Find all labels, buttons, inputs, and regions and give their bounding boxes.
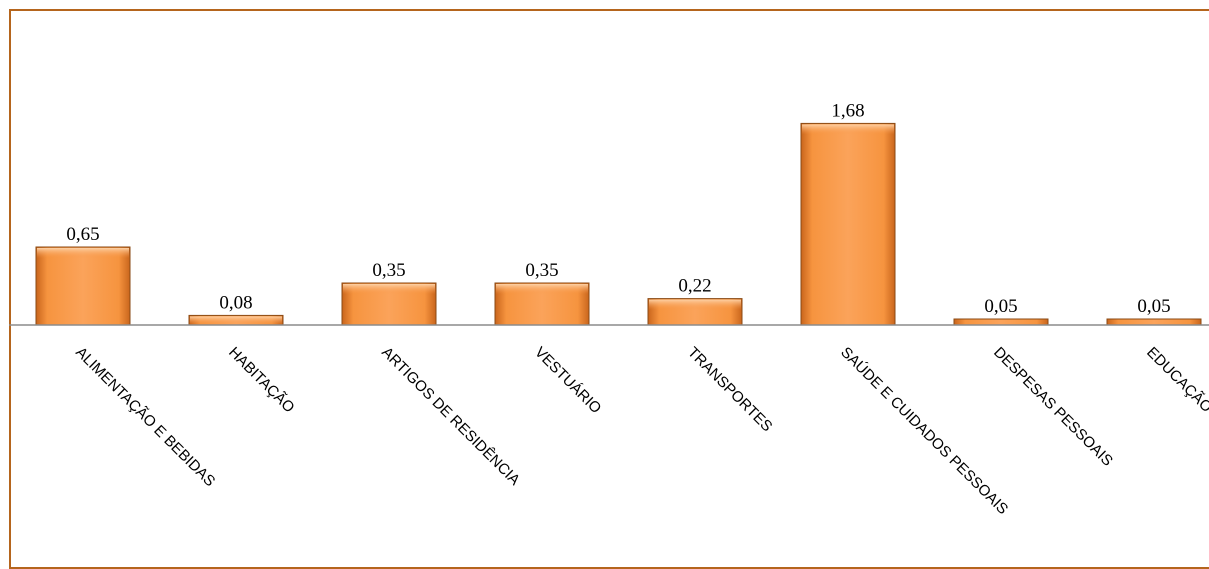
bar-rect bbox=[953, 318, 1049, 326]
category-label-6: DESPESAS PESSOAIS bbox=[990, 344, 1116, 470]
bar-bevel bbox=[496, 284, 588, 294]
bar-5 bbox=[800, 122, 896, 326]
category-labels-layer: ALIMENTAÇÃO E BEBIDAS HABITAÇÃO ARTIGOS DE… bbox=[72, 344, 1209, 518]
value-label-3: 0,35 bbox=[525, 260, 558, 281]
bar-rect bbox=[1106, 318, 1202, 326]
value-label-5: 1,68 bbox=[831, 100, 864, 121]
value-label-4: 0,22 bbox=[678, 276, 711, 297]
category-label-3: VESTUÁRIO bbox=[531, 344, 604, 417]
bar-rect bbox=[35, 246, 131, 326]
value-label-2: 0,35 bbox=[372, 260, 405, 281]
bars-layer bbox=[35, 122, 1202, 326]
value-labels-layer: 0,65 0,08 0,35 0,35 0,22 1,68 0,05 0,05 bbox=[66, 100, 1170, 317]
category-label-4: TRANSPORTES bbox=[684, 344, 775, 435]
bar-rect bbox=[800, 122, 896, 326]
bar-bevel bbox=[649, 299, 741, 310]
bar-bevel bbox=[37, 248, 129, 258]
bar-7 bbox=[1106, 318, 1202, 326]
category-label-1: HABITAÇÃO bbox=[225, 344, 298, 417]
bar-bevel bbox=[190, 316, 282, 324]
value-label-0: 0,65 bbox=[66, 224, 99, 245]
bar-6 bbox=[953, 318, 1049, 326]
bar-2 bbox=[341, 282, 437, 326]
category-label-2: ARTIGOS DE RESIDÊNCIA bbox=[378, 344, 523, 489]
category-label-0: ALIMENTAÇÃO E BEBIDAS bbox=[72, 344, 218, 490]
bar-bevel bbox=[343, 284, 435, 294]
bar-3 bbox=[494, 282, 590, 326]
category-label-7: EDUCAÇÃO bbox=[1143, 344, 1209, 416]
category-label-5: SAÚDE E CUIDADOS PESSOAIS bbox=[837, 344, 1011, 518]
bar-1 bbox=[188, 314, 284, 326]
value-label-1: 0,08 bbox=[219, 292, 252, 313]
bar-0 bbox=[35, 246, 131, 326]
bar-bevel bbox=[802, 124, 894, 135]
bar-chart: 0,65 0,08 0,35 0,35 0,22 1,68 0,05 0,05 ALIMENT… bbox=[9, 100, 1209, 518]
value-label-7: 0,05 bbox=[1137, 296, 1170, 317]
bar-4 bbox=[647, 298, 743, 326]
value-label-6: 0,05 bbox=[984, 296, 1017, 317]
